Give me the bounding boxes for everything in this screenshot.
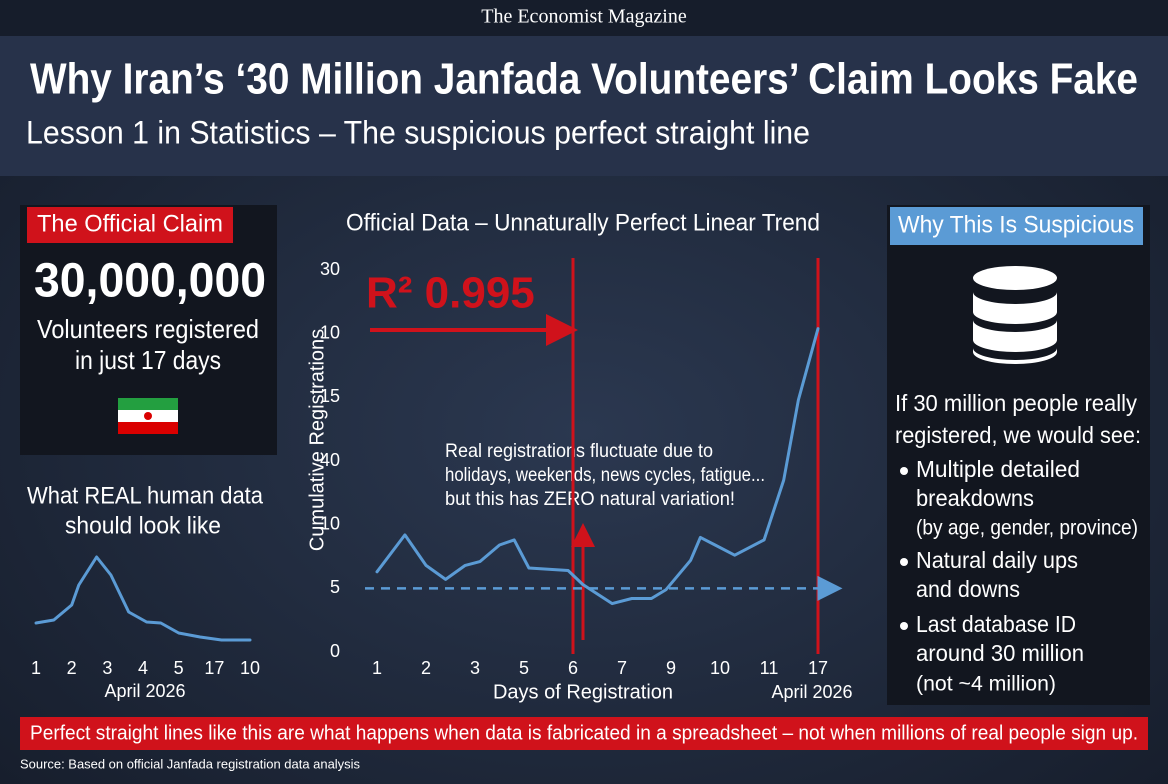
title: Why Iran’s ‘30 Million Janfada Volunteer…: [30, 55, 1138, 104]
claim-label: The Official Claim: [37, 210, 223, 237]
x-tick-label: 1: [31, 658, 41, 678]
x-tick-label: 17: [204, 658, 224, 678]
source: Source: Based on official Janfada regist…: [20, 756, 360, 771]
y-tick-label: 10: [320, 322, 340, 342]
bullet-text: Multiple detailed: [916, 456, 1080, 482]
x-tick-label: 10: [240, 658, 260, 678]
x-tick-label: 7: [617, 658, 627, 678]
y-tick-label: 15: [320, 386, 340, 406]
x-tick-label: 10: [710, 658, 730, 678]
x-tick-label: 1: [372, 658, 382, 678]
suspicious-label: Why This Is Suspicious: [898, 211, 1134, 238]
y-tick-label: 10: [320, 513, 340, 533]
bullet-text: Natural daily ups: [916, 547, 1078, 573]
claim-text: Volunteers registered: [37, 314, 259, 344]
bullet-text: (not ~4 million): [916, 673, 1056, 696]
compare-title: What REAL human data: [27, 482, 264, 509]
flag: [118, 398, 178, 434]
x-tick-label: 3: [470, 658, 480, 678]
x-tick-label: 5: [174, 658, 184, 678]
data-line: [375, 327, 820, 606]
database-icon: [973, 266, 1057, 364]
y-tick-label: 40: [320, 450, 340, 470]
claim-text: in just 17 days: [75, 345, 221, 375]
x-tick-label: 11: [760, 658, 779, 678]
x-tick-label: 6: [568, 658, 578, 678]
x-tick-label: 17: [808, 658, 828, 678]
x-tick-label: 3: [102, 658, 112, 678]
masthead: The Economist Magazine: [481, 6, 687, 28]
x-tick-label: 9: [666, 658, 676, 678]
bullet-text: (by age, gender, province): [916, 517, 1138, 540]
charts: 0 5 10 40 15 10 30 1 2 3 5 6 7 9 10 11 17 1 2 3 4 5 17 10: [31, 258, 843, 678]
compare-title: should look like: [65, 512, 221, 539]
suspicious-label-bg: [890, 207, 1143, 245]
masthead-band: [0, 0, 1168, 36]
r2-label: R² 0.995: [366, 269, 535, 318]
subtitle: Lesson 1 in Statistics – The suspicious …: [26, 114, 810, 150]
x-note: April 2026: [771, 682, 852, 702]
y-tick-label: 5: [330, 577, 340, 597]
y-tick-label: 0: [330, 641, 340, 661]
bullet-text: and downs: [916, 576, 1020, 602]
bullet-text: Last database ID: [916, 611, 1076, 637]
data-line: [34, 555, 252, 642]
bullet-text: breakdowns: [916, 485, 1034, 511]
annotation: Real registrations fluctuate due to: [445, 441, 713, 462]
x-axis-label: Days of Registration: [493, 681, 673, 703]
x-note: April 2026: [104, 681, 185, 701]
footer: Perfect straight lines like this are wha…: [30, 722, 1138, 744]
annotation: holidays, weekends, news cycles, fatigue…: [445, 465, 765, 486]
y-tick-label: 30: [320, 259, 340, 279]
chart-title: Official Data – Unnaturally Perfect Line…: [346, 209, 820, 236]
y-axis-label: Cumulative Registrations: [306, 329, 328, 551]
intro: If 30 million people really: [895, 390, 1137, 416]
bullet-list: Multiple detailed breakdowns (by age, ge…: [900, 456, 1138, 696]
x-tick-label: 2: [67, 658, 77, 678]
claim-label-bg: [27, 207, 233, 243]
intro: registered, we would see:: [895, 422, 1141, 448]
x-tick-label: 5: [519, 658, 529, 678]
footer-band: [20, 717, 1148, 750]
claim-number: 30,000,000: [34, 255, 266, 308]
annotation: but this has ZERO natural variation!: [445, 489, 735, 510]
x-tick-label: 2: [421, 658, 431, 678]
header-band: [0, 36, 1168, 176]
bullet-text: around 30 million: [916, 640, 1084, 666]
x-tick-label: 4: [138, 658, 148, 678]
